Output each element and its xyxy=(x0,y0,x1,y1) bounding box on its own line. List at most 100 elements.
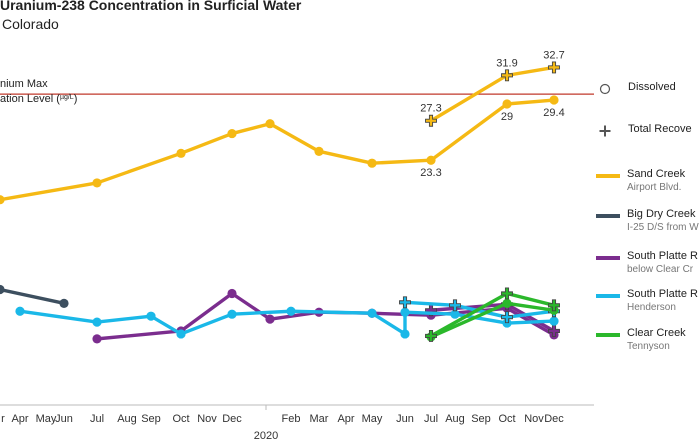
south-platte-r-henderson-dissolved-point xyxy=(227,309,237,319)
x-tick-label: Nov xyxy=(524,413,544,425)
open-circle-icon xyxy=(599,83,611,95)
sand-creek-airport-blvd-dissolved-point xyxy=(265,119,275,129)
legend-series-name: Clear Creek xyxy=(627,327,686,339)
x-tick-label: Nov xyxy=(197,413,217,425)
south-platte-r-below-clear-cr-dissolved-point xyxy=(265,314,275,324)
south-platte-r-below-clear-cr-dissolved-point xyxy=(227,288,237,299)
south-platte-r-below-clear-cr-total-plus-marker xyxy=(425,304,437,317)
south-platte-r-henderson-dissolved-point xyxy=(176,329,186,339)
sand-creek-airport-blvd-total-data-label: 27.3 xyxy=(420,103,441,115)
south-platte-r-henderson-dissolved-point xyxy=(450,309,460,319)
x-tick-label: Dec xyxy=(544,413,564,425)
x-tick-label: Oct xyxy=(498,413,515,425)
south-platte-r-henderson-dissolved-point xyxy=(367,308,377,318)
clear-creek-tennyson-total-point xyxy=(548,299,560,312)
x-tick-label: Jun xyxy=(396,413,414,425)
south-platte-r-below-clear-cr-dissolved-point xyxy=(92,334,102,344)
big-dry-creek-i-25-d-s-from-w-dissolved-point xyxy=(59,298,69,308)
south-platte-r-henderson-dissolved-point xyxy=(146,311,156,321)
sand-creek-airport-blvd-dissolved-data-label: 29 xyxy=(501,111,513,123)
clear-creek-tennyson-total-plus-marker xyxy=(548,299,560,312)
sand-creek-airport-blvd-total-plus-marker xyxy=(501,69,513,82)
legend-dissolved-label: Dissolved xyxy=(628,81,676,93)
big-dry-creek-i-25-d-s-from-w-dissolved-point xyxy=(0,284,5,295)
sand-creek-airport-blvd-total-plus-marker xyxy=(548,61,560,74)
south-platte-r-henderson-total-point xyxy=(501,311,513,324)
legend-series-location: I-25 D/S from W xyxy=(627,222,699,233)
data-label-layer: 23.3 29 29.4 27.3 31.9 32.7 xyxy=(420,49,564,179)
south-platte-r-henderson-total-plus-marker xyxy=(501,311,513,324)
clear-creek-tennyson-total-point xyxy=(425,329,437,342)
south-platte-r-henderson-dissolved-point xyxy=(15,306,25,316)
south-platte-r-henderson-total-point xyxy=(399,296,411,309)
south-platte-r-henderson-dissolved-line xyxy=(18,309,556,336)
x-tick-label: r xyxy=(1,413,5,425)
sand-creek-airport-blvd-dissolved-data-label: 23.3 xyxy=(420,167,441,179)
clear-creek-tennyson-total-plus-marker xyxy=(425,329,437,342)
clear-creek-tennyson-total-plus-marker xyxy=(501,287,513,300)
x-tick-label: Aug xyxy=(117,413,137,425)
legend-total-label: Total Recove xyxy=(628,123,692,135)
sand-creek-airport-blvd-dissolved-line xyxy=(0,98,556,202)
x-tick-label: Apr xyxy=(337,413,354,425)
sand-creek-airport-blvd-dissolved-point xyxy=(176,148,186,158)
plus-icon xyxy=(599,125,611,137)
mcl-label-line1: nium Max xyxy=(0,78,48,90)
south-platte-r-henderson-dissolved-point xyxy=(549,316,559,326)
sand-creek-airport-blvd-dissolved-data-label: 29.4 xyxy=(543,107,564,119)
south-platte-r-henderson-dissolved-point xyxy=(400,329,410,339)
south-platte-r-below-clear-cr-total-point xyxy=(548,325,560,337)
sand-creek-airport-blvd-dissolved-point xyxy=(314,146,324,156)
x-tick-label: May xyxy=(36,413,57,425)
south-platte-r-henderson-dissolved-point xyxy=(92,317,102,327)
mcl-label-text: ation Level ( xyxy=(0,93,60,105)
clear-creek-tennyson-dissolved-point xyxy=(502,298,512,308)
x-tick-label: Mar xyxy=(310,413,329,425)
sand-creek-airport-blvd-dissolved-point xyxy=(549,95,559,105)
sand-creek-airport-blvd-total-data-label: 31.9 xyxy=(496,57,517,69)
year-label: 2020 xyxy=(254,430,278,441)
sand-creek-airport-blvd-total-point xyxy=(425,114,437,127)
x-tick-label: Aug xyxy=(445,413,465,425)
legend-series-location: Airport Blvd. xyxy=(627,182,682,193)
x-tick-label: Jul xyxy=(424,413,438,425)
x-tick-label: Dec xyxy=(222,413,242,425)
legend-swatch xyxy=(596,294,620,298)
big-dry-creek-i-25-d-s-from-w-dissolved-line xyxy=(0,287,66,306)
x-tick-label: Sep xyxy=(471,413,491,425)
legend-series-name: South Platte R xyxy=(627,250,698,262)
legend-series-location: Tennyson xyxy=(627,341,670,352)
south-platte-r-below-clear-cr-total-point xyxy=(425,304,437,317)
south-platte-r-below-clear-cr-total-plus-marker xyxy=(548,325,560,337)
x-tick-label: May xyxy=(362,413,383,425)
legend-series-name: Sand Creek xyxy=(627,168,686,180)
south-platte-r-henderson-total-plus-marker xyxy=(399,296,411,309)
legend-swatch xyxy=(596,333,620,337)
south-platte-r-henderson-total-line xyxy=(403,300,556,319)
south-platte-r-henderson-dissolved-point xyxy=(400,307,410,317)
x-tick-label: Jun xyxy=(55,413,73,425)
clear-creek-tennyson-total-point xyxy=(501,287,513,300)
legend-series-name: South Platte R xyxy=(627,288,698,300)
sand-creek-airport-blvd-dissolved-point xyxy=(227,128,237,139)
mcl-label-close: ) xyxy=(73,93,78,105)
legend-series-location: Henderson xyxy=(627,302,676,313)
legend-swatch xyxy=(596,214,620,218)
chart-title: Uranium-238 Concentration in Surficial W… xyxy=(0,0,302,13)
sand-creek-airport-blvd-dissolved-point xyxy=(426,155,436,165)
legend-series-location: below Clear Cr xyxy=(627,264,694,275)
sand-creek-airport-blvd-dissolved-point xyxy=(502,99,512,109)
legend-swatch xyxy=(596,174,620,178)
sand-creek-airport-blvd-total-point xyxy=(501,69,513,82)
south-platte-r-henderson-total-point xyxy=(449,299,461,312)
south-platte-r-henderson-total-plus-marker xyxy=(449,299,461,312)
x-tick-label: Jul xyxy=(90,413,104,425)
chart-subtitle: Colorado xyxy=(2,16,59,32)
mcl-label-unit: µg/L xyxy=(59,94,74,101)
south-platte-r-below-clear-cr-dissolved-line xyxy=(95,291,556,341)
sand-creek-airport-blvd-total-data-label: 32.7 xyxy=(543,49,564,61)
sand-creek-airport-blvd-dissolved-point xyxy=(367,158,377,168)
legend-swatch xyxy=(596,256,620,260)
